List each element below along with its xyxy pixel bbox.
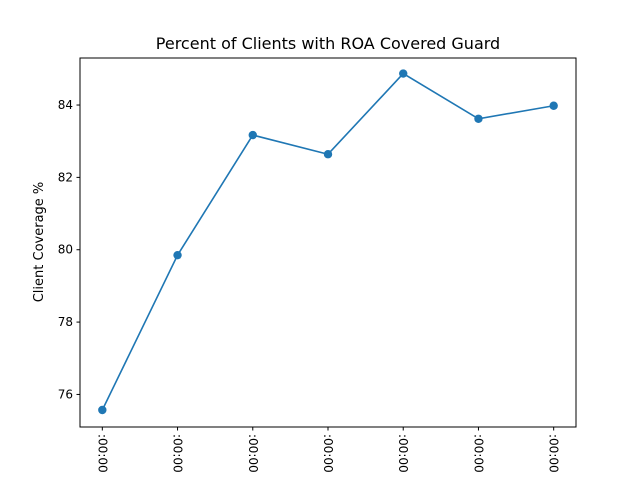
x-tick-label: :00:00 [547,434,561,473]
y-tick-label: 84 [58,98,73,112]
data-point [248,130,257,140]
y-tick-label: 76 [58,387,73,401]
plot-area: 76 78 80 82 84 :00:00 :00:00 :00:00 :00:00 :00:00… [58,69,561,473]
y-axis-label: Client Coverage % [32,182,47,303]
x-tick-label: :00:00 [95,434,109,473]
data-point [98,405,107,415]
y-tick-label: 80 [58,243,73,257]
x-tick-label: :00:00 [321,434,335,473]
x-tick-label: :00:00 [171,434,185,473]
y-tick-label: 78 [58,315,73,329]
data-point [549,101,558,110]
data-point [323,150,333,159]
y-tick-label: 82 [58,170,73,184]
series-line [101,72,554,411]
chart-title: Percent of Clients with ROA Covered Guar… [156,34,500,53]
axes-frame [79,57,577,428]
data-point [173,250,182,260]
x-tick-label: :00:00 [246,434,260,473]
x-tick-label: :00:00 [471,434,485,473]
x-tick-label: :00:00 [396,434,410,473]
data-point [399,69,408,78]
data-point [474,114,483,123]
